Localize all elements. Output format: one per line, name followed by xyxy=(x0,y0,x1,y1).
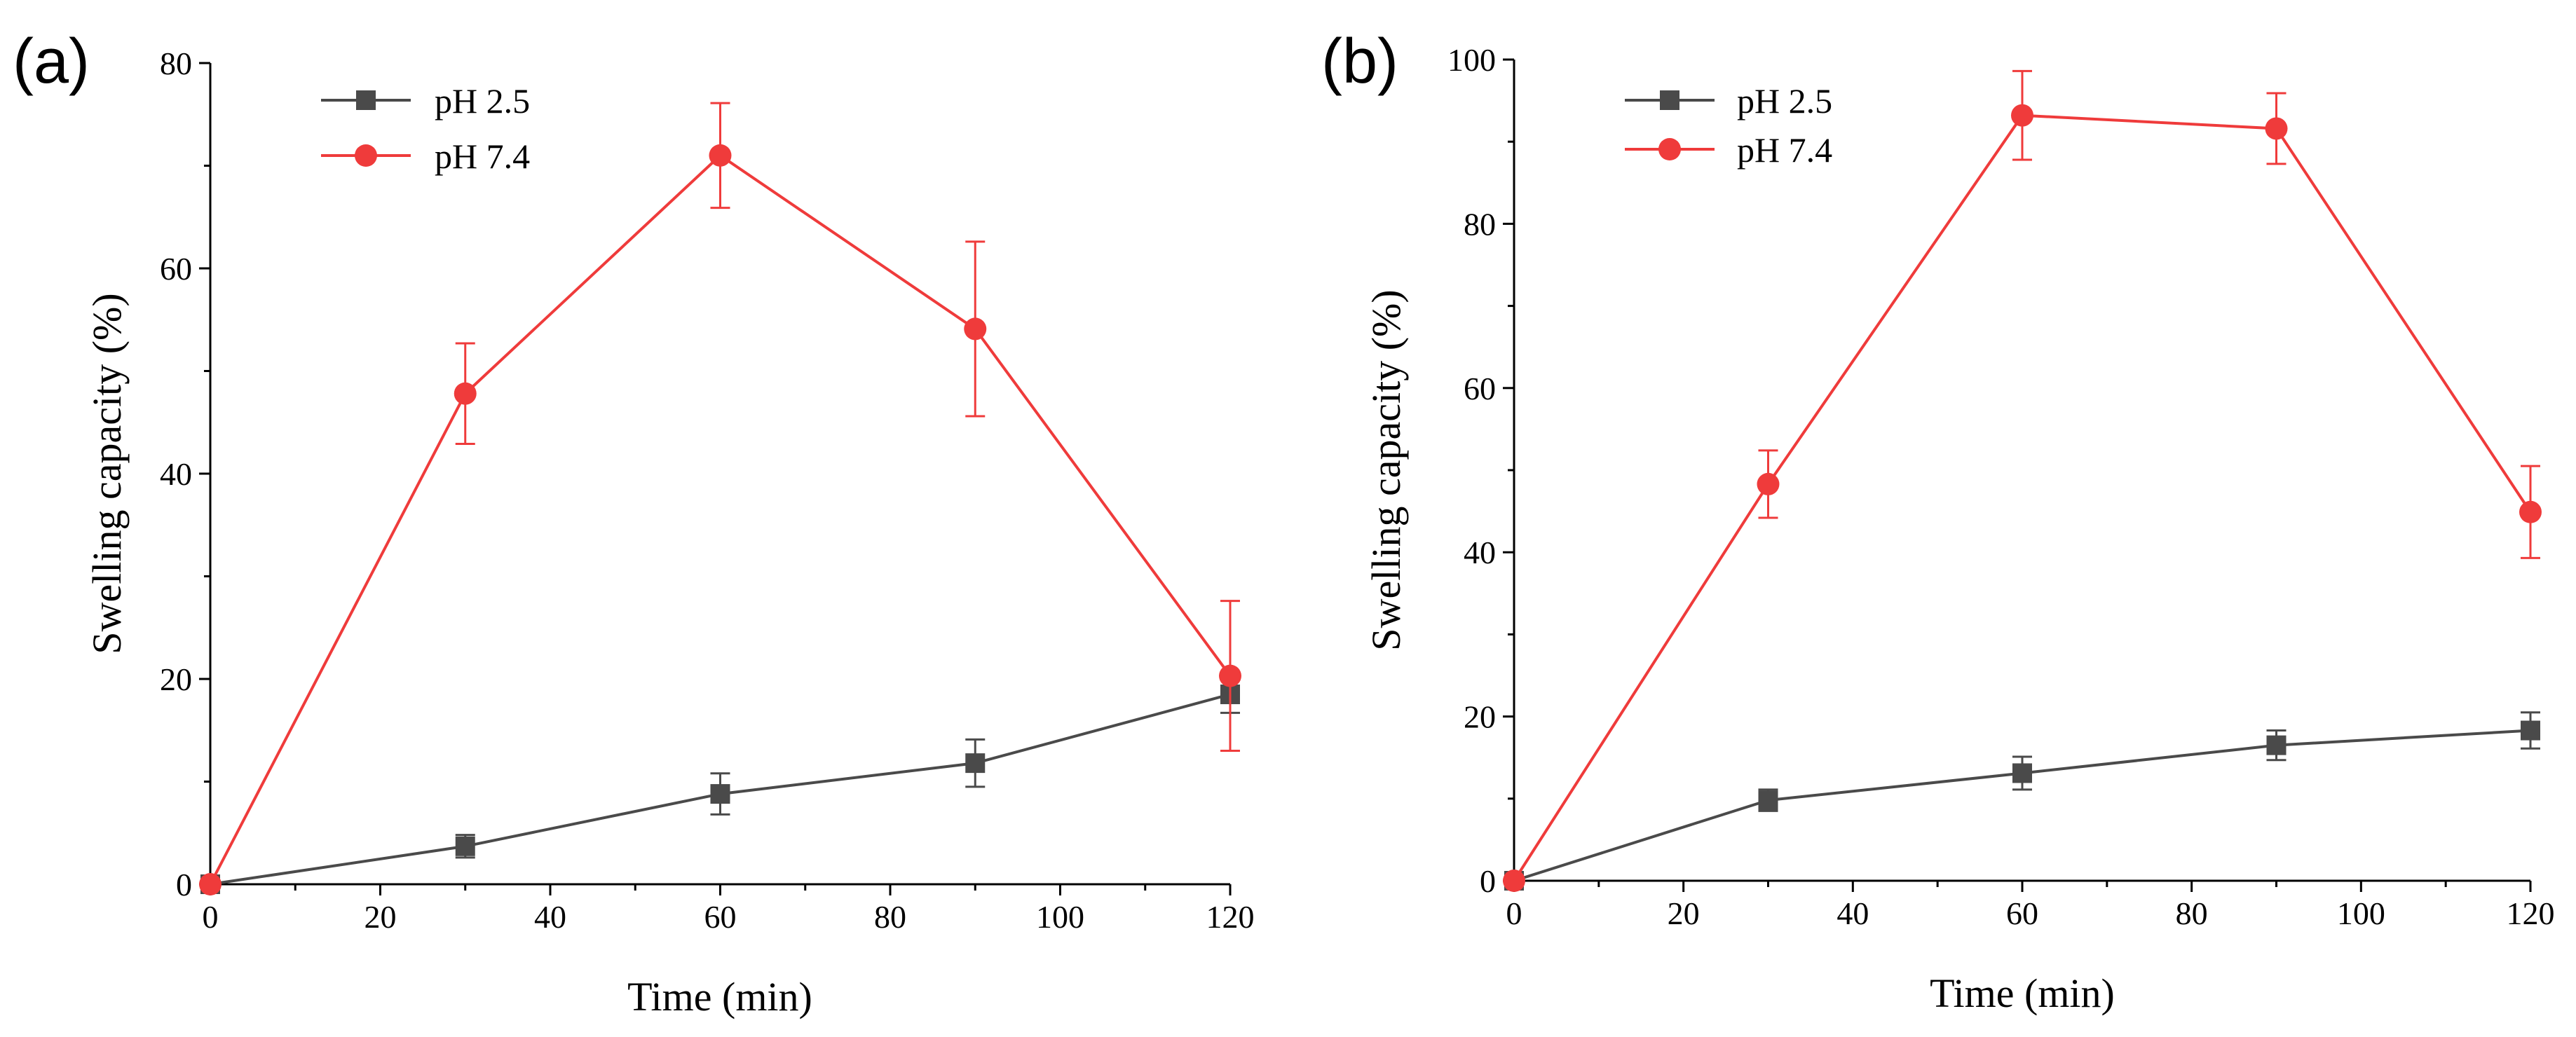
series-layer xyxy=(199,102,1241,895)
x-tick-label: 20 xyxy=(1668,895,1700,931)
data-point xyxy=(2265,117,2288,140)
panel-label-b: (b) xyxy=(1321,27,1398,97)
y-axis-title: Swelling capacity (%) xyxy=(1363,289,1409,650)
data-point xyxy=(2012,763,2032,783)
panel-label-a: (a) xyxy=(13,27,90,97)
legend-marker-square xyxy=(356,90,376,110)
x-tick-label: 0 xyxy=(1506,895,1522,931)
data-point xyxy=(1758,790,1778,811)
y-tick-label: 20 xyxy=(160,661,192,697)
y-tick-label: 60 xyxy=(160,251,192,287)
y-tick-label: 80 xyxy=(160,46,192,81)
y-tick-label: 0 xyxy=(176,867,192,902)
legend-item-ph-7-4: pH 7.4 xyxy=(321,137,530,176)
x-tick-label: 60 xyxy=(2006,895,2038,931)
data-point xyxy=(965,753,986,774)
x-tick-label: 0 xyxy=(203,899,219,935)
data-point xyxy=(1219,664,1241,687)
y-tick-label: 20 xyxy=(1464,699,1496,735)
data-point xyxy=(2266,735,2287,755)
x-tick-label: 40 xyxy=(534,899,566,935)
x-tick-label: 80 xyxy=(2176,895,2208,931)
x-tick-label: 100 xyxy=(1036,899,1084,935)
y-axis-title: Swelling capacity (%) xyxy=(84,293,130,654)
data-point xyxy=(2011,104,2033,127)
legend-item-ph-2-5: pH 2.5 xyxy=(1625,81,1832,121)
legend: pH 2.5 pH 7.4 xyxy=(1625,81,1832,170)
data-point xyxy=(2519,500,2542,523)
legend-label-ph-7-4: pH 7.4 xyxy=(435,137,530,176)
x-axis-title: Time (min) xyxy=(1930,970,2115,1016)
data-point xyxy=(454,382,477,405)
legend-label-ph-2-5: pH 2.5 xyxy=(1737,81,1832,121)
y-tick-label: 40 xyxy=(1464,535,1496,570)
data-point xyxy=(1503,870,1525,892)
series-line xyxy=(1513,729,2531,882)
y-tick-label: 80 xyxy=(1464,206,1496,242)
legend-marker-circle xyxy=(1658,138,1681,160)
x-axis-ticks: 0 20 40 60 80 100 120 xyxy=(1506,881,2555,931)
y-axis-ticks: 0 20 40 60 80 100 xyxy=(1447,42,1514,899)
y-axis-ticks: 0 20 40 60 80 xyxy=(160,46,210,902)
series-ph-7-4 xyxy=(1503,69,2542,892)
legend-marker-square xyxy=(1660,90,1679,110)
y-tick-label: 40 xyxy=(160,456,192,492)
y-tick-label: 60 xyxy=(1464,371,1496,406)
data-point xyxy=(455,836,475,856)
x-tick-label: 40 xyxy=(1836,895,1869,931)
series-ph-2-5 xyxy=(200,675,1240,894)
x-axis-title: Time (min) xyxy=(627,974,812,1019)
data-point xyxy=(709,144,732,167)
data-point xyxy=(710,784,730,804)
data-point xyxy=(1757,472,1780,495)
x-tick-label: 60 xyxy=(704,899,737,935)
data-point xyxy=(964,317,987,341)
x-tick-label: 100 xyxy=(2337,895,2385,931)
legend-item-ph-2-5: pH 2.5 xyxy=(321,81,530,121)
y-tick-label: 0 xyxy=(1480,863,1496,899)
series-ph-2-5 xyxy=(1504,711,2540,891)
legend-label-ph-7-4: pH 7.4 xyxy=(1737,130,1832,170)
series-layer xyxy=(1503,69,2542,892)
chart-panel-b: (b) 0 20 40 60 80 100 0 20 40 60 80 100 120 Time (m… xyxy=(1321,27,2555,1016)
x-tick-label: 20 xyxy=(364,899,397,935)
x-axis-ticks: 0 20 40 60 80 100 120 xyxy=(203,884,1255,935)
series-ph-7-4 xyxy=(199,102,1241,895)
x-tick-label: 120 xyxy=(2507,895,2555,931)
data-point xyxy=(2521,720,2540,741)
x-tick-label: 80 xyxy=(874,899,906,935)
legend: pH 2.5 pH 7.4 xyxy=(321,81,530,176)
y-tick-label: 100 xyxy=(1447,42,1496,78)
data-point xyxy=(199,873,222,895)
chart-panel-a: (a) 0 20 40 60 80 0 20 40 60 80 100 120 Time (min)… xyxy=(13,27,1255,1019)
legend-marker-circle xyxy=(355,144,377,167)
legend-item-ph-7-4: pH 7.4 xyxy=(1625,130,1832,170)
x-tick-label: 120 xyxy=(1206,899,1255,935)
legend-label-ph-2-5: pH 2.5 xyxy=(435,81,530,121)
